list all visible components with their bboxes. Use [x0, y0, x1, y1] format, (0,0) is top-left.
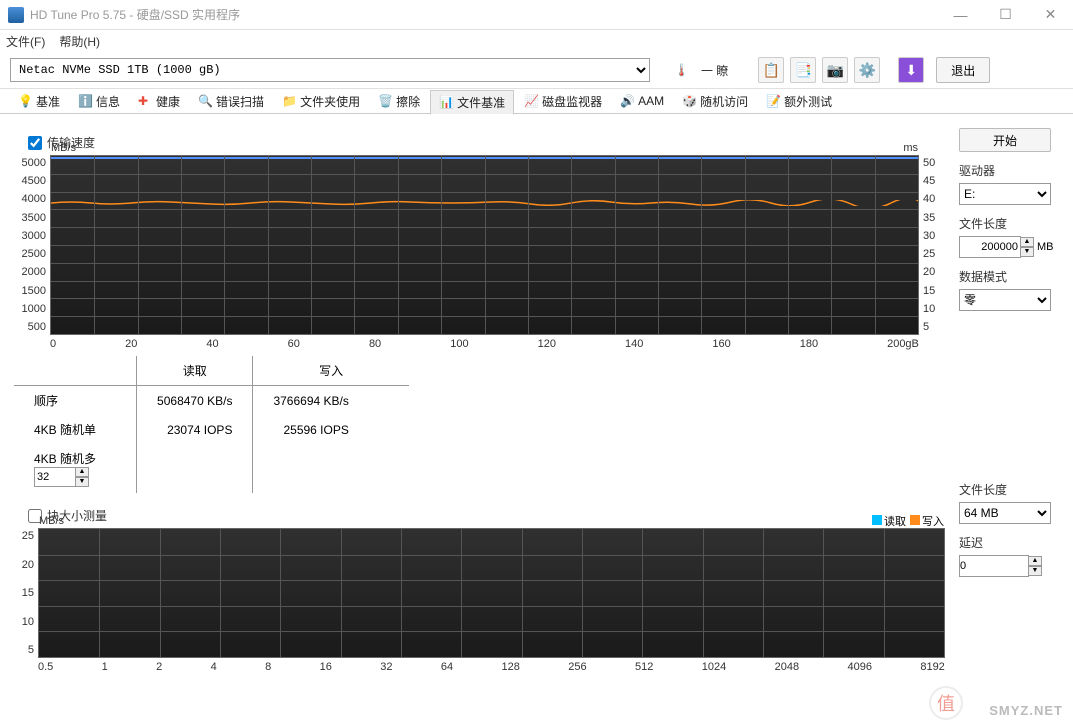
chart2-yaxis: 252015105	[14, 528, 38, 658]
drive-letter-select[interactable]: E:	[959, 183, 1051, 205]
read-header: 读取	[137, 356, 253, 386]
copy-screenshot-button[interactable]: 📑	[790, 57, 816, 83]
health-icon: ✚	[138, 94, 152, 108]
thermometer-icon: 🌡️	[674, 63, 689, 77]
toolbar: Netac NVMe SSD 1TB (1000 gB) 🌡️ 一 瞭 📋 📑 …	[0, 52, 1073, 88]
speaker-icon: 🔊	[620, 94, 634, 108]
random-icon: 🎲	[682, 94, 696, 108]
filebench-icon: 📊	[439, 95, 453, 109]
menubar: 文件(F) 帮助(H)	[0, 30, 1073, 52]
chart1-xaxis: 020406080100120140160180200gB	[50, 335, 919, 356]
erase-icon: 🗑️	[378, 94, 392, 108]
drive-select[interactable]: Netac NVMe SSD 1TB (1000 gB)	[10, 58, 650, 82]
extra-icon: 📝	[766, 94, 780, 108]
spin-down[interactable]: ▼	[1028, 566, 1042, 576]
transfer-chart: MB/s ms	[50, 155, 919, 335]
filelen2-select[interactable]: 64 MB	[959, 502, 1051, 524]
titlebar: HD Tune Pro 5.75 - 硬盘/SSD 实用程序 — ☐ ✕	[0, 0, 1073, 30]
tab-filebench[interactable]: 📊文件基准	[430, 90, 514, 115]
rand4k-label: 4KB 随机单	[14, 415, 137, 444]
tab-aam[interactable]: 🔊AAM	[612, 91, 672, 111]
tab-folder[interactable]: 📁文件夹使用	[274, 90, 368, 113]
watermark-text: SMYZ.NET	[989, 703, 1063, 718]
chart2-legend: 读取 写入	[872, 513, 944, 529]
exit-button[interactable]: 退出	[936, 57, 990, 83]
mode-label: 数据模式	[959, 268, 1059, 285]
filelen-input[interactable]	[959, 236, 1021, 258]
drive-label: 驱动器	[959, 162, 1059, 179]
results-table: 读取 写入 顺序 5068470 KB/s 3766694 KB/s 4KB 随…	[14, 356, 409, 493]
seq-write: 3766694 KB/s	[253, 386, 409, 416]
chart2-xaxis: 0.512481632641282565121024204840968192	[38, 658, 945, 679]
seq-label: 顺序	[14, 386, 137, 416]
filelen-label: 文件长度	[959, 215, 1059, 232]
transfer-checkbox-row[interactable]: 传输速度	[28, 134, 945, 151]
tab-extra[interactable]: 📝额外测试	[758, 90, 840, 113]
blocksize-checkbox-row[interactable]: 块大小测量	[28, 507, 945, 524]
copy-info-button[interactable]: 📋	[758, 57, 784, 83]
screenshot-button[interactable]: 📷	[822, 57, 848, 83]
save-button[interactable]: ⬇	[898, 57, 924, 83]
lightbulb-icon: 💡	[18, 94, 32, 108]
search-icon: 🔍	[198, 94, 212, 108]
info-icon: ℹ️	[78, 94, 92, 108]
blocksize-chart: MB/s 读取 写入	[38, 528, 945, 658]
chart2-y-unit: MB/s	[39, 515, 64, 527]
close-button[interactable]: ✕	[1028, 0, 1073, 30]
minimize-button[interactable]: —	[938, 0, 983, 30]
rand4km-threads-input[interactable]	[34, 467, 76, 487]
tab-errorscan[interactable]: 🔍错误扫描	[190, 90, 272, 113]
mode-select[interactable]: 零	[959, 289, 1051, 311]
spin-up[interactable]: ▲	[1028, 556, 1042, 566]
rand4k-read: 23074 IOPS	[137, 415, 253, 444]
legend-read-color	[872, 515, 882, 525]
chart1-yaxis2: 5045403530252015105	[919, 155, 945, 335]
chart1-y2-unit: ms	[903, 142, 918, 154]
filelen-unit: MB	[1037, 241, 1054, 253]
tab-random[interactable]: 🎲随机访问	[674, 90, 756, 113]
rand4k-write: 25596 IOPS	[253, 415, 409, 444]
tab-health[interactable]: ✚健康	[130, 90, 188, 113]
tabbar: 💡基准 ℹ️信息 ✚健康 🔍错误扫描 📁文件夹使用 🗑️擦除 📊文件基准 📈磁盘…	[0, 88, 1073, 114]
tab-erase[interactable]: 🗑️擦除	[370, 90, 428, 113]
maximize-button[interactable]: ☐	[983, 0, 1028, 30]
spin-down[interactable]: ▼	[1020, 247, 1034, 257]
delay-label: 延迟	[959, 534, 1059, 551]
legend-write-color	[910, 515, 920, 525]
app-icon	[8, 7, 24, 23]
spin-down[interactable]: ▼	[75, 477, 89, 487]
rand4km-label: 4KB 随机多 ▲▼	[14, 444, 137, 493]
temp-label: 一 瞭	[701, 62, 728, 79]
chart1-y-unit: MB/s	[51, 142, 76, 154]
spin-up[interactable]: ▲	[75, 467, 89, 477]
spin-up[interactable]: ▲	[1020, 237, 1034, 247]
window-title: HD Tune Pro 5.75 - 硬盘/SSD 实用程序	[30, 6, 938, 23]
tab-info[interactable]: ℹ️信息	[70, 90, 128, 113]
monitor-icon: 📈	[524, 94, 538, 108]
tab-benchmark[interactable]: 💡基准	[10, 90, 68, 113]
folder-icon: 📁	[282, 94, 296, 108]
chart1-yaxis: 500045004000350030002500200015001000500	[14, 155, 50, 335]
options-button[interactable]: ⚙️	[854, 57, 880, 83]
filelen2-label: 文件长度	[959, 481, 1059, 498]
delay-input[interactable]	[959, 555, 1029, 577]
tab-monitor[interactable]: 📈磁盘监视器	[516, 90, 610, 113]
start-button[interactable]: 开始	[959, 128, 1051, 152]
transfer-checkbox[interactable]	[28, 136, 42, 150]
menu-help[interactable]: 帮助(H)	[59, 33, 100, 50]
menu-file[interactable]: 文件(F)	[6, 33, 45, 50]
write-header: 写入	[253, 356, 409, 386]
seq-read: 5068470 KB/s	[137, 386, 253, 416]
side-panel: 开始 驱动器 E: 文件长度 ▲▼ MB 数据模式 零 文件长度 64 MB 延…	[959, 124, 1059, 679]
watermark-logo: 值	[929, 686, 963, 720]
